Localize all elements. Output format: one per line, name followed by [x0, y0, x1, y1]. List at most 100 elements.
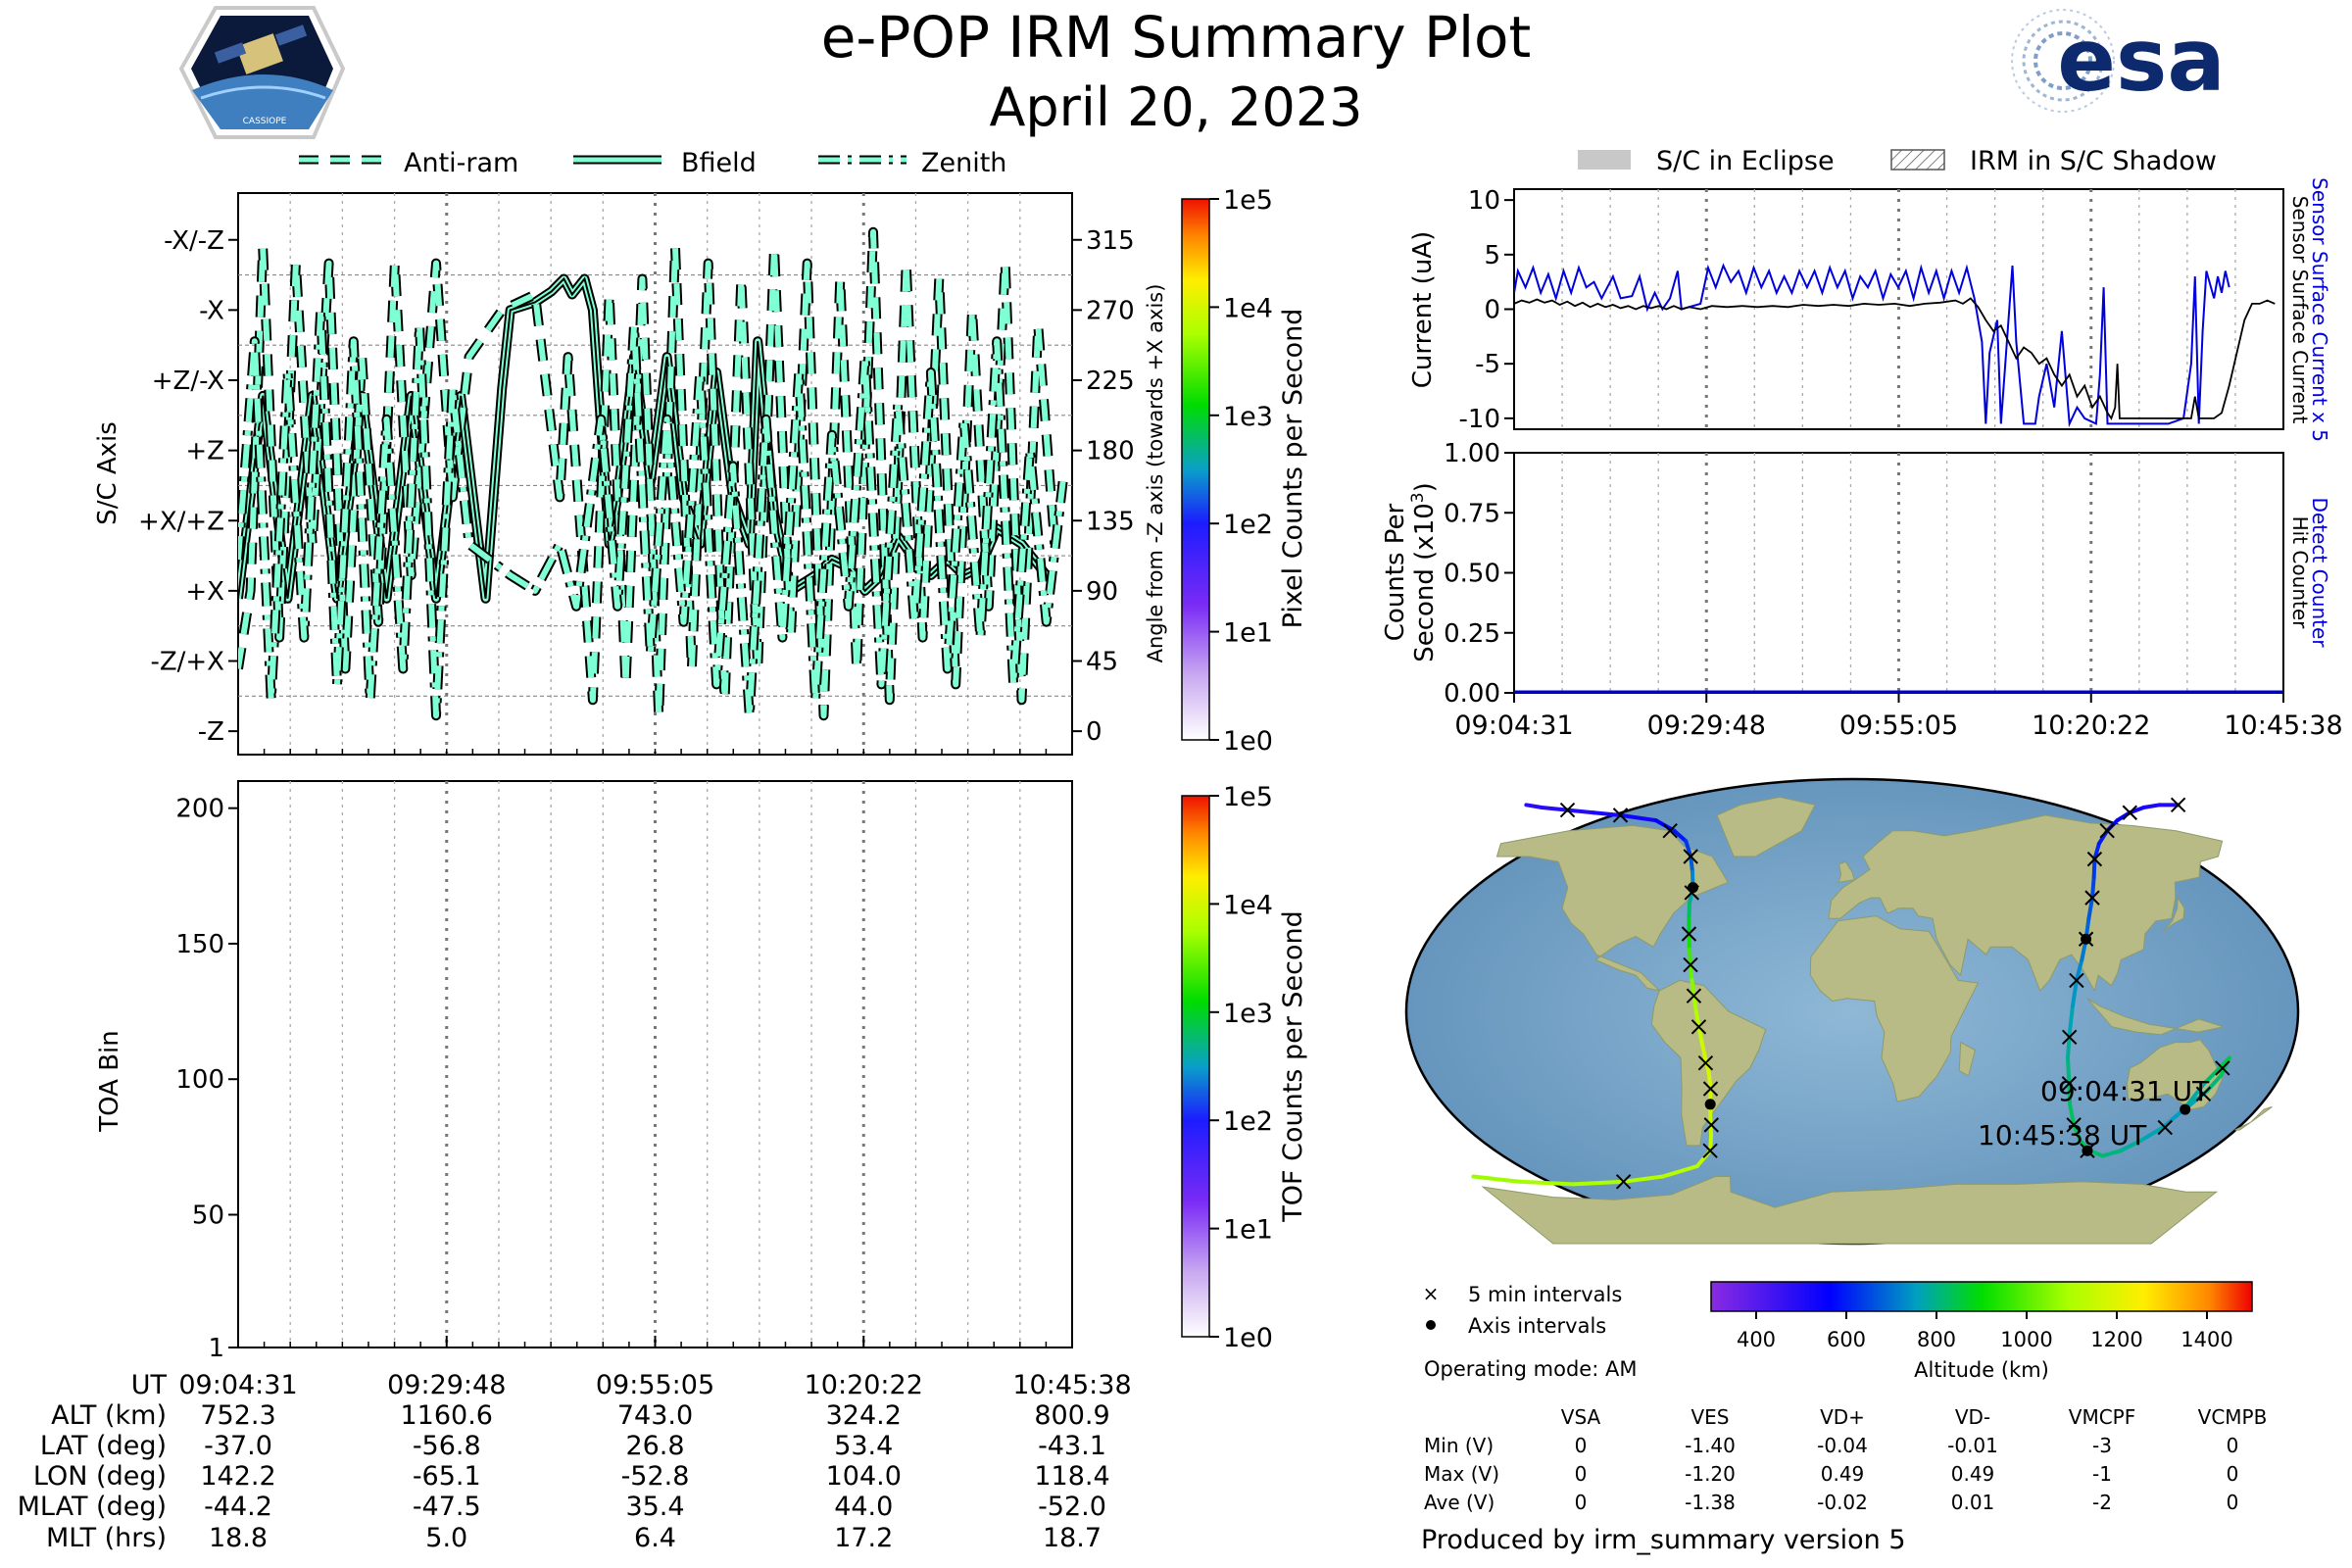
- five-min-mark: [2069, 972, 2084, 989]
- sc-axis-ylabel: S/C Axis: [93, 421, 122, 525]
- sc-ytick-label-left: -Z/+X: [150, 648, 224, 677]
- sc-axis-yticks-left: -X/-Z -X +Z/-X +Z +X/+Z +X -Z/+X -Z: [138, 226, 1073, 755]
- current-right-label-black: Sensor Surface Current: [2288, 196, 2312, 424]
- ephemeris-cell: 35.4: [625, 1492, 684, 1522]
- plot-date: April 20, 2023: [989, 76, 1362, 138]
- colorbar-tick-label: 1e5: [1223, 782, 1273, 812]
- voltage-cell: -0.02: [1817, 1491, 1868, 1514]
- ephemeris-cell: 18.7: [1043, 1523, 1102, 1553]
- legend-zenith: Zenith: [921, 148, 1006, 178]
- orbit-track-segment: [1696, 1024, 1704, 1045]
- map-land: [1481, 796, 2273, 1245]
- current-trace-black: [1514, 297, 2276, 420]
- voltage-cell: -1.40: [1685, 1434, 1736, 1457]
- counts-ytick-label: 0.00: [1444, 679, 1500, 709]
- pixel-colorbar-ticks: 1e5 1e4 1e3 1e2 1e1 1e0: [1209, 185, 1273, 757]
- current-ytick-label: -10: [1459, 405, 1500, 434]
- orbit-track: [1471, 803, 2231, 1187]
- current-ytick-label: 0: [1484, 296, 1500, 325]
- five-min-mark: [2061, 1029, 2078, 1046]
- counts-xtick-label: 09:29:48: [1647, 710, 1766, 741]
- orbit-track-segment: [2086, 896, 2095, 921]
- sc-axis-traces: [238, 226, 1068, 721]
- colorbar-tick-label: 1e0: [1223, 1323, 1273, 1353]
- current-ytick-label: 5: [1484, 241, 1500, 270]
- orbit-track-segment: [1708, 1117, 1714, 1138]
- ephemeris-row-label: LON (deg): [33, 1461, 167, 1492]
- orbit-track-segment: [2065, 1055, 2072, 1086]
- five-min-mark: [2215, 1060, 2230, 1076]
- current-ytick-label: -5: [1475, 350, 1500, 379]
- pixel-colorbar-label: Pixel Counts per Second: [1278, 309, 1308, 629]
- orbit-track-segment: [2100, 1149, 2123, 1158]
- tof-colorbar-ticks: 1e5 1e4 1e3 1e2 1e1 1e0: [1209, 782, 1273, 1353]
- counts-ylabel-line2: Second (x103): [1408, 482, 1440, 662]
- altitude-colorbar: [1710, 1281, 2253, 1312]
- orbit-track-segment: [2091, 857, 2097, 880]
- orbit-track-segment: [2138, 1125, 2165, 1143]
- counts-ytick-label: 0.50: [1444, 560, 1500, 589]
- toa-ytick-label: 50: [192, 1200, 224, 1230]
- land-mass: [1481, 1176, 2219, 1245]
- voltage-cell: -2: [2092, 1491, 2112, 1514]
- orbit-marks: [1559, 797, 2230, 1190]
- voltage-header: VES: [1690, 1405, 1729, 1429]
- axis-interval-mark: [2082, 1145, 2093, 1156]
- altitude-colorbar-ticks: 400 600 800 1000 1200 1400: [1737, 1311, 2233, 1351]
- axis-marker: [1426, 1320, 1436, 1330]
- five-min-mark: [2195, 1086, 2212, 1102]
- orbit-track-segment: [1687, 901, 1691, 921]
- five-min-marker: ×: [1423, 1282, 1440, 1305]
- counts-xtick-label: 09:55:05: [1839, 710, 1958, 741]
- voltage-row-label: Ave (V): [1424, 1491, 1494, 1514]
- altitude-colorbar-label: Altitude (km): [1914, 1358, 2049, 1382]
- orbit-track-segment: [2202, 1068, 2220, 1086]
- land-mass: [1495, 824, 1730, 992]
- operating-mode: Operating mode: AM: [1424, 1357, 1637, 1381]
- five-min-mark: [2066, 1117, 2082, 1133]
- legend-anti-ram: Anti-ram: [404, 148, 518, 178]
- sc-ytick-label-left: +X/+Z: [138, 507, 224, 536]
- five-min-mark: [2122, 805, 2138, 820]
- five-min-mark: [1686, 988, 1702, 1004]
- voltage-cell: 0: [1575, 1491, 1588, 1514]
- five-min-mark: [1697, 1054, 1714, 1071]
- colorbar-tick-label: 1e0: [1223, 726, 1273, 757]
- ephemeris-cell: 743.0: [617, 1400, 693, 1431]
- orbit-track-segment: [2141, 803, 2162, 809]
- cassiope-logo: CASSIOPE: [178, 6, 346, 139]
- current-ylabel: Current (uA): [1408, 231, 1438, 388]
- orbit-track-segment: [2128, 805, 2146, 815]
- ephemeris-cell: 142.2: [200, 1461, 275, 1492]
- ephemeris-cell: 800.9: [1034, 1400, 1109, 1431]
- orbit-track-segment: [1672, 828, 1689, 844]
- current-traces: [1514, 263, 2276, 428]
- ephemeris-cell: 44.0: [834, 1492, 893, 1522]
- five-min-mark: [2099, 822, 2115, 839]
- map-end-label: 10:45:38 UT: [1978, 1119, 2147, 1152]
- orbit-track-segment: [1684, 839, 1693, 858]
- toa-ytick-label: 150: [175, 930, 224, 959]
- orbit-track-segment: [2118, 1138, 2143, 1153]
- sc-ytick-label-left: +Z/-X: [152, 367, 224, 396]
- orbit-map: 09:04:31 UT 10:45:38 UT: [1404, 777, 2300, 1246]
- sc-axis-legend: Anti-ram Bfield Zenith: [299, 148, 1006, 178]
- ephemeris-cell: -47.5: [413, 1492, 481, 1522]
- ephemeris-cell: 118.4: [1034, 1461, 1109, 1492]
- plot-title: e-POP IRM Summary Plot: [821, 4, 1532, 71]
- ephemeris-row-label: MLAT (deg): [18, 1492, 167, 1522]
- voltage-header: VD-: [1955, 1405, 1990, 1429]
- voltage-row-label: Max (V): [1424, 1462, 1499, 1486]
- orbit-track-segment: [2092, 841, 2101, 861]
- five-min-mark: [2170, 797, 2186, 813]
- colorbar-tick-label: 1e3: [1223, 999, 1273, 1029]
- ephemeris-cell: 752.3: [200, 1400, 275, 1431]
- voltage-cell: 0: [2227, 1491, 2239, 1514]
- orbit-track-segment: [1618, 812, 1658, 823]
- voltage-cell: 0.49: [1951, 1462, 1995, 1486]
- counts-xtick-label: 09:04:31: [1454, 710, 1573, 741]
- five-min-mark: [1559, 802, 1576, 818]
- sc-ytick-label-right: 270: [1086, 296, 1135, 325]
- five-min-mark: [2084, 890, 2100, 906]
- ephemeris-cell: 09:04:31: [178, 1370, 297, 1400]
